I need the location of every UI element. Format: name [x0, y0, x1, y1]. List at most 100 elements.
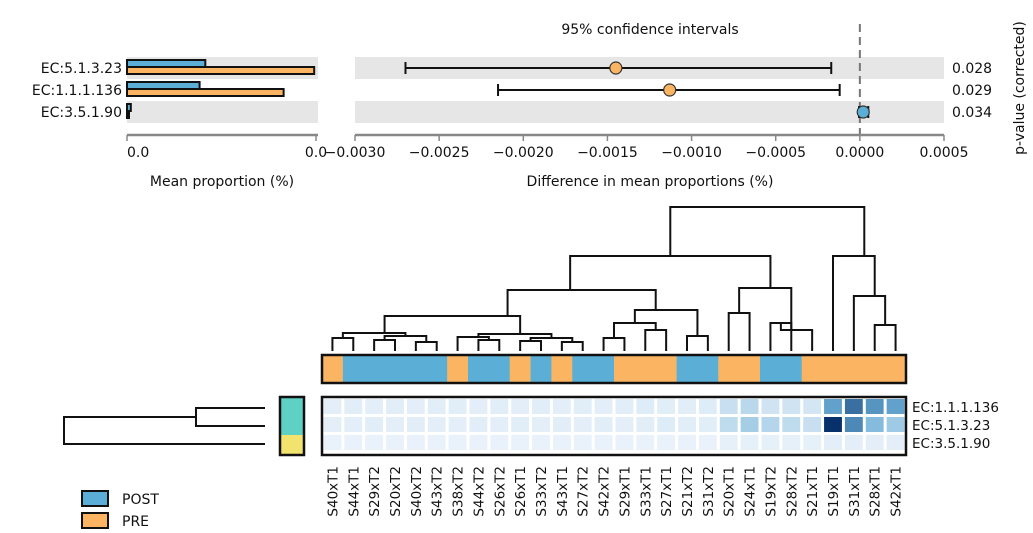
column-dendrogram-branch	[633, 309, 699, 336]
heatmap-cell	[761, 417, 780, 432]
group-cell	[447, 355, 469, 383]
heatmap-cell	[844, 417, 863, 432]
heatmap-cell	[782, 435, 801, 450]
heatmap-cell	[448, 399, 467, 414]
heatmap-cell	[365, 417, 384, 432]
heatmap-cell	[740, 417, 759, 432]
row-dendrogram-branch	[195, 407, 265, 427]
heatmap-cell	[406, 417, 425, 432]
legend-swatch	[81, 490, 109, 507]
heatmap-cell	[594, 435, 613, 450]
heatmap-cell	[865, 417, 884, 432]
chart-title: 95% confidence intervals	[561, 22, 738, 38]
column-label: S43xT1	[555, 466, 571, 517]
group-cell	[530, 355, 552, 383]
column-dendrogram-branch	[519, 340, 542, 351]
group-cell	[593, 355, 615, 383]
heatmap-cell	[573, 399, 592, 414]
p-value-label: 0.028	[952, 61, 992, 77]
heatmap-cell	[636, 417, 655, 432]
heatmap-cell	[323, 399, 342, 414]
column-dendrogram-branch	[873, 324, 897, 351]
heatmap-cell	[469, 417, 488, 432]
heatmap-cell	[448, 417, 467, 432]
heatmap-cell	[511, 435, 530, 450]
row-band	[355, 101, 944, 123]
heatmap-border	[320, 395, 908, 457]
legend-label: POST	[122, 492, 159, 508]
column-dendrogram-branch	[414, 341, 438, 351]
heatmap-cell	[803, 435, 822, 450]
heatmap-cell	[365, 435, 384, 450]
column-label: S29xT2	[367, 466, 383, 517]
heatmap-cell	[740, 435, 759, 450]
heatmap-cell	[886, 399, 905, 414]
column-label: S27xT1	[659, 466, 675, 517]
heatmap-cell	[490, 435, 509, 450]
column-dendrogram-branch	[331, 337, 355, 351]
column-dendrogram-branch	[686, 335, 709, 351]
heatmap-cell	[865, 399, 884, 414]
column-label: S21xT1	[805, 466, 821, 517]
heatmap-cell	[448, 435, 467, 450]
heatmap-cell	[406, 399, 425, 414]
heatmap-cell	[386, 435, 404, 450]
ci-point	[609, 61, 623, 75]
heatmap-cell	[657, 435, 676, 450]
group-cell	[468, 355, 490, 383]
heatmap-cell	[824, 399, 842, 414]
x-tick-label: −0.0030	[325, 145, 386, 161]
heatmap-cell	[594, 417, 613, 432]
group-cell	[551, 355, 573, 383]
column-dendrogram-branch	[832, 255, 876, 351]
group-cell	[342, 355, 365, 383]
column-label: S43xT2	[430, 466, 446, 517]
p-value-label: 0.029	[952, 83, 992, 99]
bar-post	[126, 103, 132, 112]
x-tick-label: −0.0025	[409, 145, 470, 161]
group-cell	[488, 355, 511, 383]
heatmap-cell	[657, 417, 676, 432]
column-dendrogram-branch	[569, 255, 772, 290]
x-axis-title: Mean proportion (%)	[150, 174, 294, 190]
legend: POST PRE	[81, 490, 159, 530]
column-dendrogram-branch	[738, 287, 793, 330]
heatmap-cell	[532, 435, 550, 450]
group-cell	[697, 355, 719, 383]
column-dendrogram-branch	[373, 339, 396, 351]
row-group-border	[278, 395, 306, 457]
group-cell	[676, 355, 698, 383]
heatmap-cell	[365, 399, 384, 414]
heatmap-cell	[344, 399, 363, 414]
heatmap-cell	[469, 399, 488, 414]
column-dendrogram-branch	[669, 206, 866, 256]
group-cell	[363, 355, 386, 383]
heatmap-cell	[782, 399, 801, 414]
heatmap-cell	[469, 435, 488, 450]
group-cell	[780, 355, 803, 383]
column-label: S38xT2	[451, 466, 467, 517]
row-band	[127, 101, 318, 123]
group-cell	[655, 355, 678, 383]
heatmap-cell	[323, 435, 342, 450]
x-tick-label: −0.0005	[745, 145, 806, 161]
y-axis-title: p-value (corrected)	[1012, 21, 1028, 155]
heatmap-cell	[406, 435, 425, 450]
heatmap-cell	[761, 435, 780, 450]
column-dendrogram-branch	[506, 289, 657, 316]
bar-post	[126, 59, 207, 68]
row-dendrogram-branch	[63, 416, 265, 445]
row-group-cell	[280, 435, 304, 455]
heatmap-panel: EC:1.1.1.136 EC:5.1.3.23 EC:3.5.1.90 S40xT1…	[63, 206, 999, 517]
group-cell	[509, 355, 532, 383]
group-cell	[634, 355, 657, 383]
group-cell	[718, 355, 740, 383]
ci-point	[856, 105, 870, 119]
group-bar-border	[320, 353, 908, 385]
legend-label: PRE	[122, 514, 149, 530]
group-cell	[426, 355, 448, 383]
heatmap-cell	[552, 399, 571, 414]
column-label: S20xT1	[722, 466, 738, 517]
heatmap-cell	[719, 417, 738, 432]
column-label: S27xT2	[576, 466, 592, 517]
